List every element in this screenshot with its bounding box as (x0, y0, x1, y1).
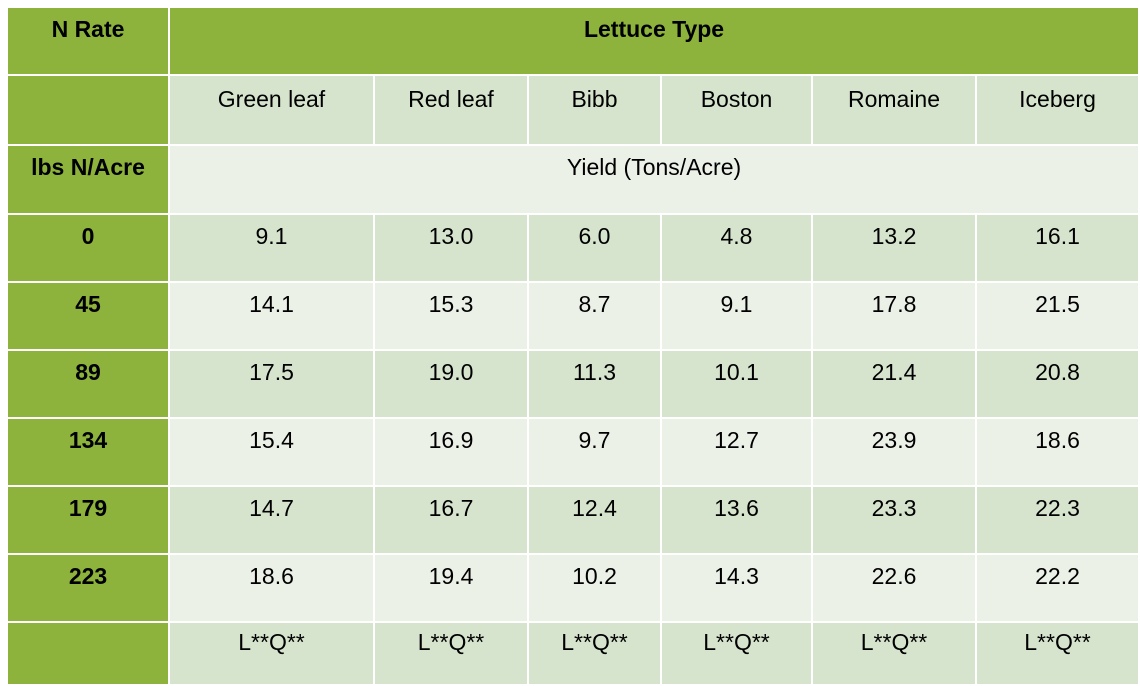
type-boston: Boston (662, 76, 811, 144)
empty-header-cell (8, 76, 168, 144)
significance-cell: L**Q** (977, 623, 1139, 684)
type-iceberg: Iceberg (977, 76, 1139, 144)
significance-cell: L**Q** (813, 623, 975, 684)
yield-cell: 16.9 (375, 419, 527, 485)
yield-cell: 11.3 (529, 351, 660, 417)
type-bibb: Bibb (529, 76, 660, 144)
table-row: 45 14.1 15.3 8.7 9.1 17.8 21.5 (8, 283, 1139, 349)
yield-cell: 22.2 (977, 555, 1139, 621)
units-header: lbs N/Acre (8, 146, 168, 213)
yield-cell: 20.8 (977, 351, 1139, 417)
table-row: 179 14.7 16.7 12.4 13.6 23.3 22.3 (8, 487, 1139, 553)
yield-cell: 8.7 (529, 283, 660, 349)
yield-cell: 4.8 (662, 215, 811, 281)
yield-cell: 23.9 (813, 419, 975, 485)
yield-cell: 17.5 (170, 351, 373, 417)
yield-cell: 23.3 (813, 487, 975, 553)
yield-cell: 22.6 (813, 555, 975, 621)
yield-cell: 9.1 (170, 215, 373, 281)
n-rate-cell: 0 (8, 215, 168, 281)
significance-cell: L**Q** (662, 623, 811, 684)
table-row: 134 15.4 16.9 9.7 12.7 23.9 18.6 (8, 419, 1139, 485)
yield-cell: 14.7 (170, 487, 373, 553)
type-green-leaf: Green leaf (170, 76, 373, 144)
yield-cell: 15.3 (375, 283, 527, 349)
empty-footer-cell (8, 623, 168, 684)
yield-cell: 19.4 (375, 555, 527, 621)
header-row: N Rate Lettuce Type (8, 8, 1139, 74)
yield-cell: 19.0 (375, 351, 527, 417)
lettuce-type-row: Green leaf Red leaf Bibb Boston Romaine … (8, 76, 1139, 144)
n-rate-cell: 179 (8, 487, 168, 553)
type-romaine: Romaine (813, 76, 975, 144)
yield-cell: 13.6 (662, 487, 811, 553)
significance-cell: L**Q** (529, 623, 660, 684)
yield-cell: 10.1 (662, 351, 811, 417)
yield-cell: 18.6 (170, 555, 373, 621)
lettuce-yield-table: N Rate Lettuce Type Green leaf Red leaf … (6, 6, 1140, 686)
yield-cell: 12.4 (529, 487, 660, 553)
table-row: 89 17.5 19.0 11.3 10.1 21.4 20.8 (8, 351, 1139, 417)
yield-cell: 15.4 (170, 419, 373, 485)
yield-cell: 13.0 (375, 215, 527, 281)
yield-cell: 9.1 (662, 283, 811, 349)
yield-cell: 21.4 (813, 351, 975, 417)
yield-units-label: Yield (Tons/Acre) (170, 146, 1139, 213)
yield-cell: 10.2 (529, 555, 660, 621)
yield-cell: 17.8 (813, 283, 975, 349)
yield-cell: 21.5 (977, 283, 1139, 349)
yield-cell: 18.6 (977, 419, 1139, 485)
yield-cell: 6.0 (529, 215, 660, 281)
table-row: 0 9.1 13.0 6.0 4.8 13.2 16.1 (8, 215, 1139, 281)
n-rate-cell: 134 (8, 419, 168, 485)
significance-row: L**Q** L**Q** L**Q** L**Q** L**Q** L**Q*… (8, 623, 1139, 684)
yield-cell: 12.7 (662, 419, 811, 485)
yield-cell: 22.3 (977, 487, 1139, 553)
significance-cell: L**Q** (375, 623, 527, 684)
n-rate-cell: 223 (8, 555, 168, 621)
n-rate-cell: 89 (8, 351, 168, 417)
type-red-leaf: Red leaf (375, 76, 527, 144)
n-rate-header: N Rate (8, 8, 168, 74)
n-rate-cell: 45 (8, 283, 168, 349)
yield-cell: 14.1 (170, 283, 373, 349)
yield-cell: 9.7 (529, 419, 660, 485)
yield-cell: 13.2 (813, 215, 975, 281)
yield-cell: 16.7 (375, 487, 527, 553)
lettuce-type-header: Lettuce Type (170, 8, 1139, 74)
yield-cell: 16.1 (977, 215, 1139, 281)
units-row: lbs N/Acre Yield (Tons/Acre) (8, 146, 1139, 213)
yield-cell: 14.3 (662, 555, 811, 621)
table-row: 223 18.6 19.4 10.2 14.3 22.6 22.2 (8, 555, 1139, 621)
significance-cell: L**Q** (170, 623, 373, 684)
